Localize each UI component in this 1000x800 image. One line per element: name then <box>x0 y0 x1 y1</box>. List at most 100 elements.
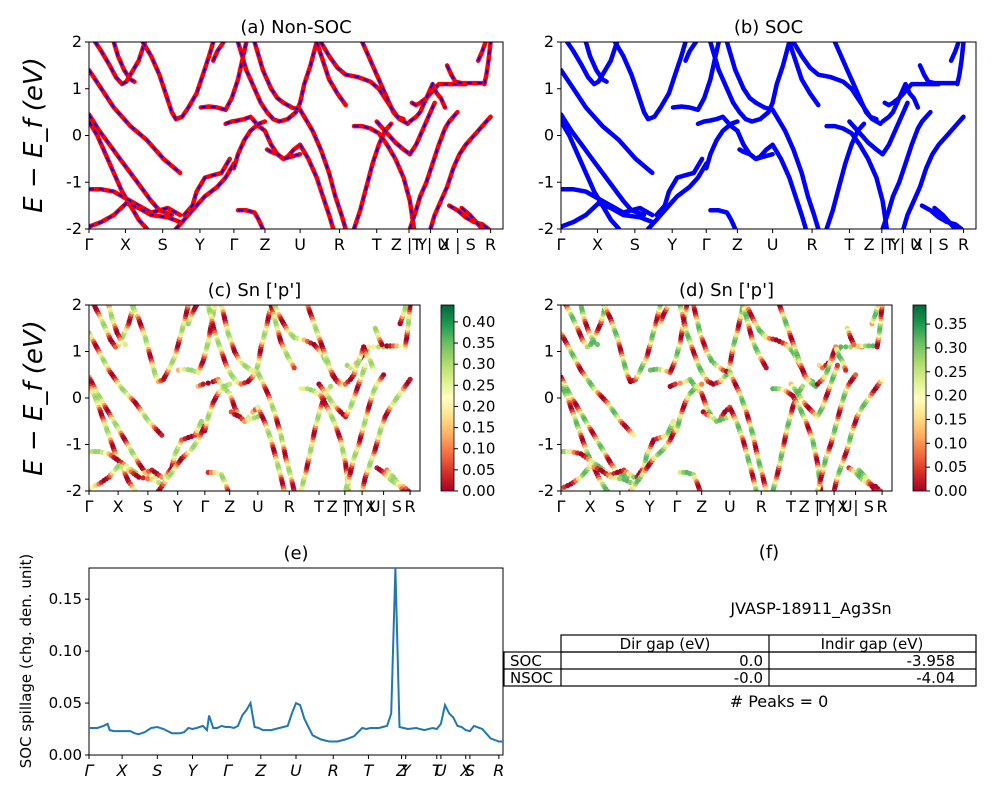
panel-f-subtitle: JVASP-18911_Ag3Sn <box>729 599 891 619</box>
projection-point <box>763 488 769 491</box>
projection-point <box>379 341 385 348</box>
ylabel-mid: E − E_f (eV) <box>19 320 49 476</box>
y-tick-label: 0 <box>544 126 554 145</box>
bands <box>561 42 966 229</box>
band-line-blue-dash <box>477 42 487 62</box>
x-tick-label: R <box>334 235 345 254</box>
band-line-blue <box>683 42 699 63</box>
colorbar-tick-label: 0.35 <box>462 334 495 352</box>
projection-point <box>616 476 623 482</box>
band-line-blue <box>612 42 688 122</box>
band-line-blue-dash <box>299 109 347 229</box>
projection-point <box>666 305 672 308</box>
x-tick-label: U <box>724 497 736 516</box>
band-line-blue <box>561 119 622 229</box>
x-tick-label: X | S <box>837 497 874 516</box>
x-tick-label: Z | Y <box>327 497 364 516</box>
band-line-blue <box>645 161 709 229</box>
y-tick-label: 0.15 <box>49 590 82 608</box>
band-line-blue-dash <box>361 42 409 125</box>
panel-title: (a) Non-SOC <box>240 17 351 38</box>
band-line-blue <box>654 156 705 218</box>
projection-point <box>631 432 637 438</box>
projection-point <box>194 305 200 308</box>
band-line-blue <box>901 114 966 229</box>
ylabel-spillage: SOC spillage (chg. den. unit) <box>17 554 35 769</box>
band-line-red <box>89 67 183 176</box>
colorbar-tick-label: 0.05 <box>462 461 495 479</box>
projection-point <box>877 488 883 491</box>
x-tick-label: R <box>284 497 295 516</box>
projection-point <box>838 344 844 350</box>
colorbar-tick-label: 0.10 <box>934 434 967 452</box>
panel-a-non-soc: -2 -1 0 1 2 Γ X S Y Γ Z U R T Z | YT | UX | S R (a) Non-… <box>66 17 504 254</box>
band-line-blue-dash <box>141 42 215 121</box>
x-tick-label: X | S <box>912 235 949 254</box>
table-row-nsoc-indir: -4.04 <box>916 669 955 687</box>
band-line-blue <box>708 208 738 229</box>
x-tick-label: Y <box>644 497 655 516</box>
projection-point <box>834 362 841 368</box>
projection-point <box>394 343 400 349</box>
band-line-red <box>444 63 487 86</box>
band-line-blue <box>561 201 655 229</box>
band-line-blue-dash <box>408 111 459 229</box>
x-tick-label: Z <box>259 235 270 254</box>
projection-point <box>227 381 233 387</box>
band-line-blue-dash <box>375 120 411 156</box>
band-line-blue <box>770 107 821 229</box>
band-line-blue-dash <box>232 120 266 169</box>
x-tick-label: X <box>585 497 596 516</box>
band-line-blue <box>824 123 890 229</box>
projection-point <box>612 475 618 481</box>
band-line-blue-dash <box>89 188 181 216</box>
projection-point <box>225 488 231 491</box>
band-line-blue-dash <box>89 69 181 174</box>
band-line-blue <box>724 42 775 113</box>
panel-title: (d) Sn ['p'] <box>679 280 774 301</box>
axes-frame <box>88 567 504 756</box>
band-line-red <box>407 100 437 157</box>
x-tick-label: R <box>756 497 767 516</box>
projection-point <box>608 474 614 480</box>
x-tick-label: T | U <box>815 497 853 516</box>
band-line-blue <box>948 42 961 63</box>
x-tick-label: X | S <box>365 497 402 516</box>
projection-point <box>205 380 211 386</box>
projection-point <box>140 475 146 481</box>
x-tick-label: Z <box>254 761 267 780</box>
x-tick-label: Γ <box>672 497 681 516</box>
band-line-blue <box>737 147 775 162</box>
colorbar-tick-label: 0.30 <box>462 355 495 373</box>
band-line-blue-dash <box>89 113 173 216</box>
y-tick-label: -1 <box>66 435 82 454</box>
x-tick-label: Γ <box>223 761 233 780</box>
x-tick-label: U <box>252 497 264 516</box>
projection-point <box>136 474 142 480</box>
band-line-blue-dash <box>237 42 318 123</box>
band-line-blue-dash <box>183 158 231 216</box>
projection-point <box>159 432 165 438</box>
projection-point <box>381 372 387 378</box>
band-line-red <box>446 203 491 229</box>
peaks-count: # Peaks = 0 <box>730 692 829 711</box>
band-line-blue <box>561 67 655 176</box>
x-tick-label: U <box>767 235 779 254</box>
projection-point <box>403 305 409 308</box>
x-tick-label: U <box>294 235 306 254</box>
x-tick-label: Γ <box>557 235 566 254</box>
x-tick-label: X <box>120 235 131 254</box>
band-line-red <box>297 107 348 229</box>
x-tick-label: Y <box>401 761 412 780</box>
x-tick-label: Y <box>194 235 205 254</box>
band-line-blue-dash <box>354 125 415 229</box>
x-tick-label: S <box>158 235 168 254</box>
x-tick-label: Z | Y <box>864 235 901 254</box>
band-line-blue-dash <box>89 202 181 228</box>
x-tick-label: Γ <box>85 761 95 780</box>
projection-point <box>362 362 368 368</box>
band-line-blue <box>917 63 960 86</box>
x-tick-label: S <box>630 235 640 254</box>
x-tick-label: T <box>844 235 855 254</box>
